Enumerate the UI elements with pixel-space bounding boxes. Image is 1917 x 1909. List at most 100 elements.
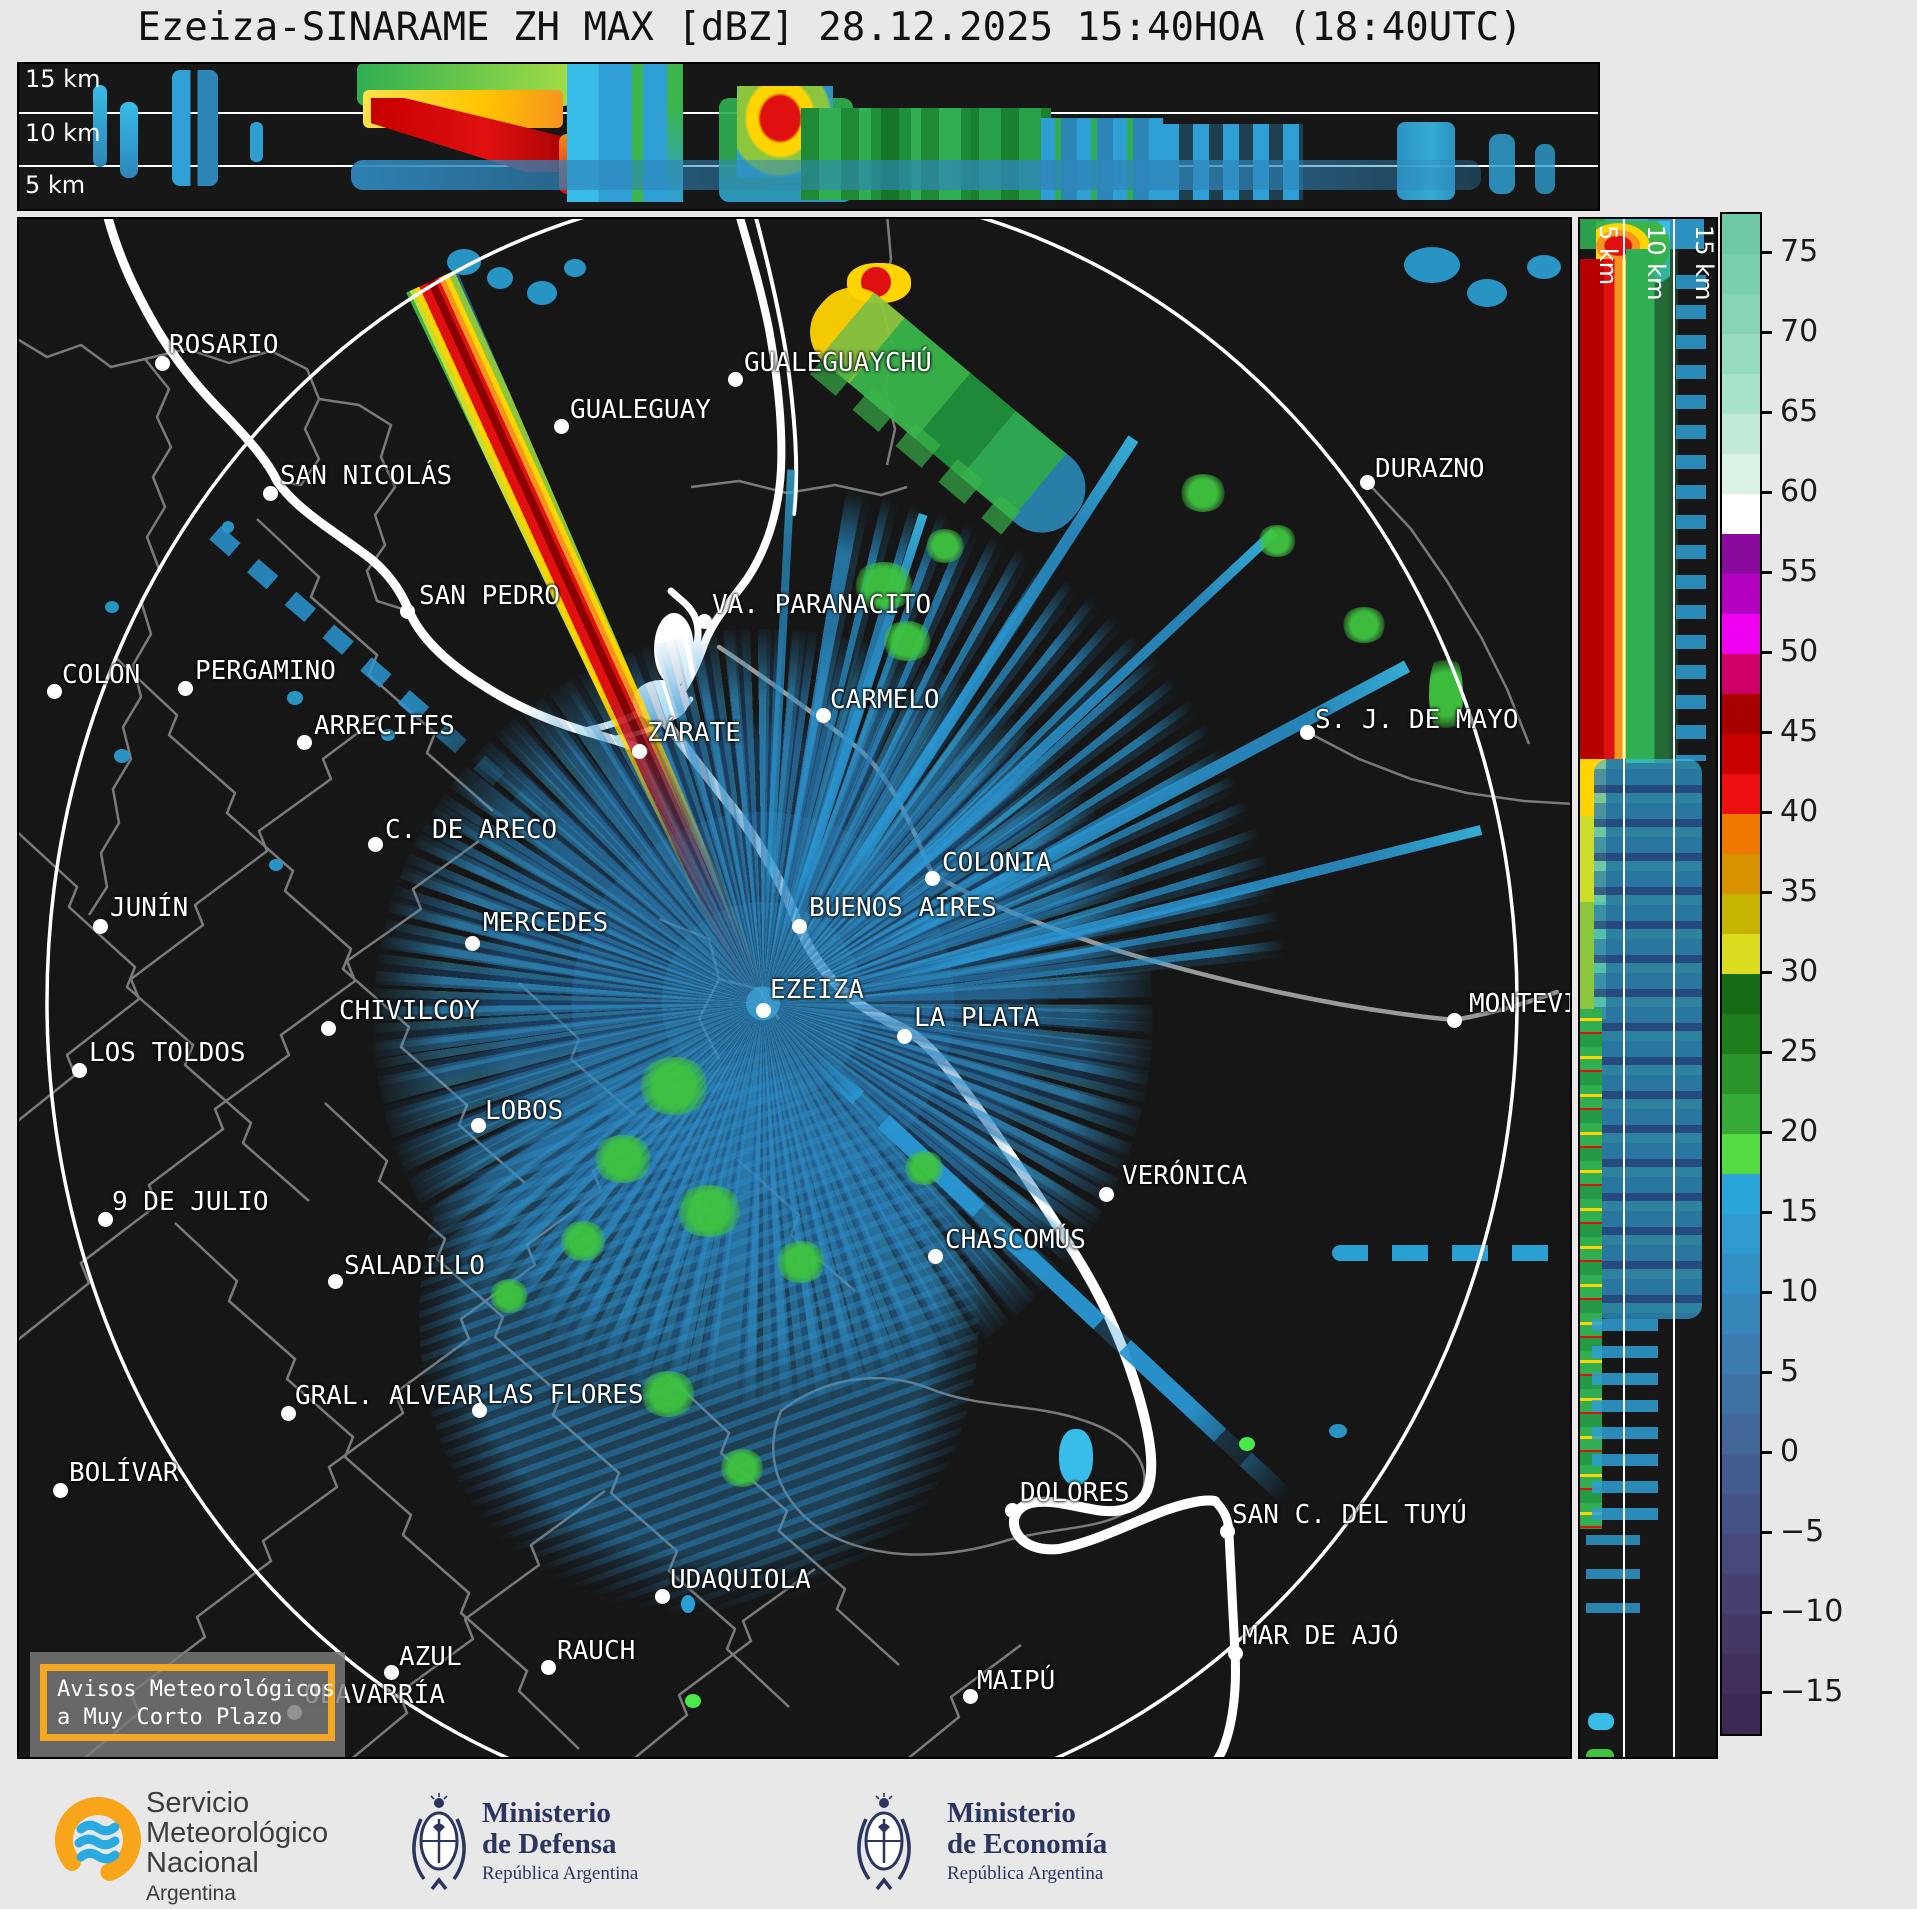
range-ring	[45, 219, 1519, 1757]
colorbar-segment	[1722, 1454, 1760, 1494]
altitude-label-v-15km: 15 km	[1690, 225, 1718, 301]
city-dot	[155, 356, 170, 371]
colorbar-tick-label: −15	[1780, 1674, 1844, 1709]
colorbar-tick	[1760, 491, 1772, 494]
colorbar-segment	[1722, 294, 1760, 334]
altitude-label-15km: 15 km	[25, 65, 101, 93]
city-dot	[400, 604, 415, 619]
city-label: MAR DE AJÓ	[1242, 1621, 1399, 1651]
city-dot	[541, 1660, 556, 1675]
colorbar-segment	[1722, 334, 1760, 374]
colorbar-tick	[1760, 1291, 1772, 1294]
defensa-line2: de Defensa	[482, 1828, 617, 1860]
colorbar-segment	[1722, 974, 1760, 1014]
city-label: C. DE ARECO	[385, 815, 558, 845]
colorbar-tick	[1760, 731, 1772, 734]
colorbar-segment	[1722, 1214, 1760, 1254]
city-dot	[321, 1021, 336, 1036]
city-dot	[98, 1212, 113, 1227]
city-label: GRAL. ALVEAR	[295, 1381, 483, 1411]
city-label: CARMELO	[830, 685, 940, 715]
city-label: GUALEGUAYCHÚ	[744, 348, 932, 378]
city-dot	[1447, 1013, 1462, 1028]
city-label: MAIPÚ	[977, 1666, 1056, 1696]
colorbar-tick-label: 25	[1780, 1034, 1819, 1069]
colorbar-segment	[1722, 1134, 1760, 1174]
city-label: EZEIZA	[770, 975, 864, 1005]
defensa-line3: República Argentina	[482, 1863, 639, 1884]
city-label: AZUL	[399, 1642, 462, 1672]
city-dot	[281, 1406, 296, 1421]
economia-coat-of-arms-icon	[857, 1793, 911, 1891]
city-label: SAN NICOLÁS	[280, 461, 453, 491]
city-label: JUNÍN	[110, 893, 189, 923]
city-label: MERCEDES	[483, 908, 609, 938]
city-dot	[72, 1063, 87, 1078]
defensa-coat-of-arms-icon	[412, 1793, 466, 1891]
colorbar-tick-label: 65	[1780, 394, 1819, 429]
city-label: SAN C. DEL TUYÚ	[1232, 1500, 1467, 1530]
colorbar-segment	[1722, 1414, 1760, 1454]
colorbar-tick	[1760, 331, 1772, 334]
city-label: MONTEVIDEO	[1469, 989, 1570, 1019]
colorbar-segment	[1722, 1374, 1760, 1414]
altitude-label-5km: 5 km	[25, 171, 86, 199]
colorbar-segment	[1722, 534, 1760, 574]
colorbar-tick	[1760, 1371, 1772, 1374]
colorbar-tick-label: 35	[1780, 874, 1819, 909]
colorbar-tick-label: 40	[1780, 794, 1819, 829]
city-label: LOS TOLDOS	[89, 1038, 246, 1068]
short-term-warnings-box: Avisos Meteorológicos a Muy Corto Plazo	[30, 1652, 345, 1757]
colorbar-tick-label: 10	[1780, 1274, 1819, 1309]
altitude-gridline-v-5km	[1623, 219, 1625, 1757]
colorbar-segment	[1722, 1494, 1760, 1534]
city-dot	[297, 735, 312, 750]
defensa-line1: Ministerio	[482, 1797, 611, 1829]
city-label: DOLORES	[1020, 1478, 1130, 1508]
city-label: LAS FLORES	[487, 1380, 644, 1410]
colorbar-segment	[1722, 1094, 1760, 1134]
city-dot	[328, 1274, 343, 1289]
ne-storm-cell	[793, 257, 1179, 557]
city-label: BOLÍVAR	[69, 1458, 179, 1488]
city-dot	[1005, 1503, 1020, 1518]
city-label: COLON	[62, 660, 141, 690]
city-label: LOBOS	[485, 1096, 564, 1126]
city-dot	[816, 708, 831, 723]
colorbar-tick	[1760, 571, 1772, 574]
city-dot	[897, 1029, 912, 1044]
city-label: SALADILLO	[344, 1251, 485, 1281]
economia-line1: Ministerio	[947, 1797, 1076, 1829]
city-dot	[472, 1403, 487, 1418]
colorbar-segment	[1722, 1014, 1760, 1054]
colorbar-segment	[1722, 1294, 1760, 1334]
city-dot	[792, 919, 807, 934]
footer-logos: Servicio Meteorológico Nacional Argentin…	[0, 1765, 1917, 1909]
colorbar-tick-label: 20	[1780, 1114, 1819, 1149]
city-dot	[368, 837, 383, 852]
city-dot	[632, 744, 647, 759]
altitude-label-10km: 10 km	[25, 119, 101, 147]
colorbar-segment	[1722, 1694, 1760, 1734]
colorbar-tick	[1760, 251, 1772, 254]
colorbar-tick-label: 55	[1780, 554, 1819, 589]
colorbar-tick	[1760, 1611, 1772, 1614]
city-label: VA. PARANACITO	[712, 590, 932, 620]
colorbar-tick	[1760, 1451, 1772, 1454]
city-dot	[465, 936, 480, 951]
colorbar-tick-label: 45	[1780, 714, 1819, 749]
city-dot	[1300, 725, 1315, 740]
colorbar-tick-label: 70	[1780, 314, 1819, 349]
warning-line-1: Avisos Meteorológicos	[57, 1677, 336, 1702]
colorbar-segment	[1722, 894, 1760, 934]
altitude-label-v-10km: 10 km	[1642, 225, 1670, 301]
colorbar-tick-label: 5	[1780, 1354, 1800, 1389]
colorbar-segment	[1722, 1174, 1760, 1214]
colorbar-tick-label: 15	[1780, 1194, 1819, 1229]
colorbar-tick	[1760, 1531, 1772, 1534]
city-dot	[928, 1249, 943, 1264]
city-dot	[756, 1003, 771, 1018]
colorbar-segment	[1722, 254, 1760, 294]
city-label: DURAZNO	[1375, 454, 1485, 484]
